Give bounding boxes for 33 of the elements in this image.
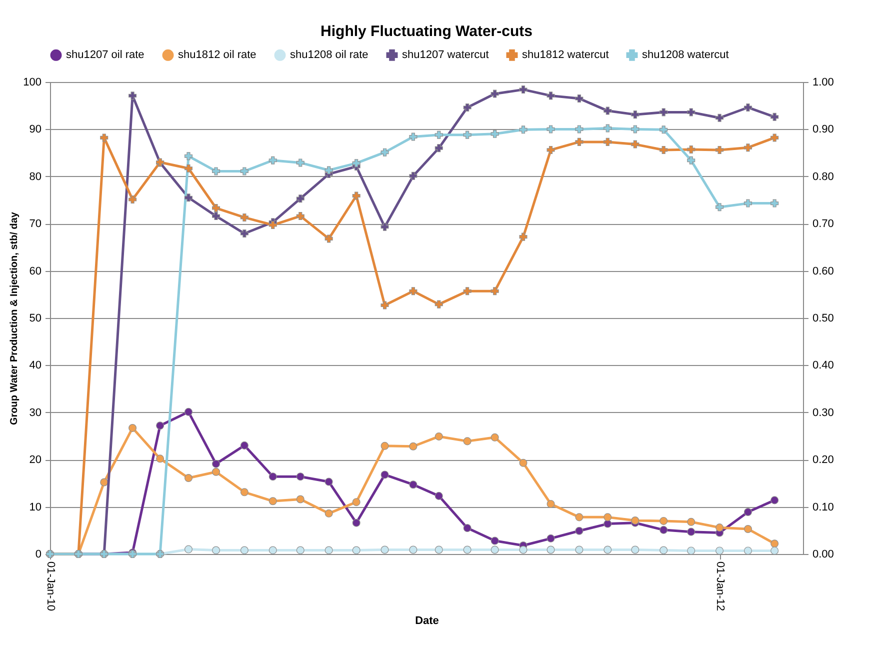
- y2-tick-label: 0.20: [812, 454, 834, 466]
- y2-tick-label: 0.00: [812, 548, 834, 560]
- legend-label: shu1208 oil rate: [290, 49, 368, 62]
- y2-tick-label: 0.30: [812, 406, 834, 419]
- legend-label: shu1207 oil rate: [66, 49, 144, 62]
- y2-tick-label: 0.70: [812, 218, 834, 230]
- x-tick-label: 01-Jan-10: [44, 562, 56, 612]
- x-tick-label: 01-Jan-12: [714, 562, 726, 612]
- y2-tick-label: 0.50: [812, 312, 834, 324]
- legend-label: shu1207 watercut: [402, 49, 489, 62]
- y2-tick-label: 0.60: [812, 265, 834, 278]
- y2-tick-label: 0.80: [812, 170, 834, 183]
- chart-title: Highly Fluctuating Water-cuts: [320, 23, 532, 40]
- y-tick-label: 90: [29, 124, 42, 136]
- y2-tick-label: 0.90: [812, 124, 834, 136]
- y2-tick-label: 0.40: [812, 360, 834, 372]
- x-axis-title: Date: [415, 615, 439, 628]
- legend-label: shu1812 watercut: [522, 49, 609, 62]
- y2-tick-label: 0.10: [812, 501, 834, 514]
- y-tick-label: 40: [29, 360, 42, 372]
- y-tick-label: 30: [29, 406, 42, 419]
- legend-label: shu1812 oil rate: [178, 49, 256, 62]
- y-tick-label: 50: [29, 312, 42, 324]
- y2-tick-label: 1.00: [812, 76, 834, 88]
- y-tick-label: 100: [23, 76, 42, 88]
- y-tick-label: 60: [29, 265, 42, 278]
- legend-label: shu1208 watercut: [642, 49, 729, 62]
- y-tick-label: 10: [29, 501, 42, 514]
- y-tick-label: 20: [29, 454, 42, 466]
- y-tick-label: 80: [29, 170, 42, 183]
- y-tick-label: 70: [29, 218, 42, 230]
- y-tick-label: 0: [35, 548, 42, 560]
- y-axis-title: Group Water Production & Injection, stb/ day: [9, 212, 20, 425]
